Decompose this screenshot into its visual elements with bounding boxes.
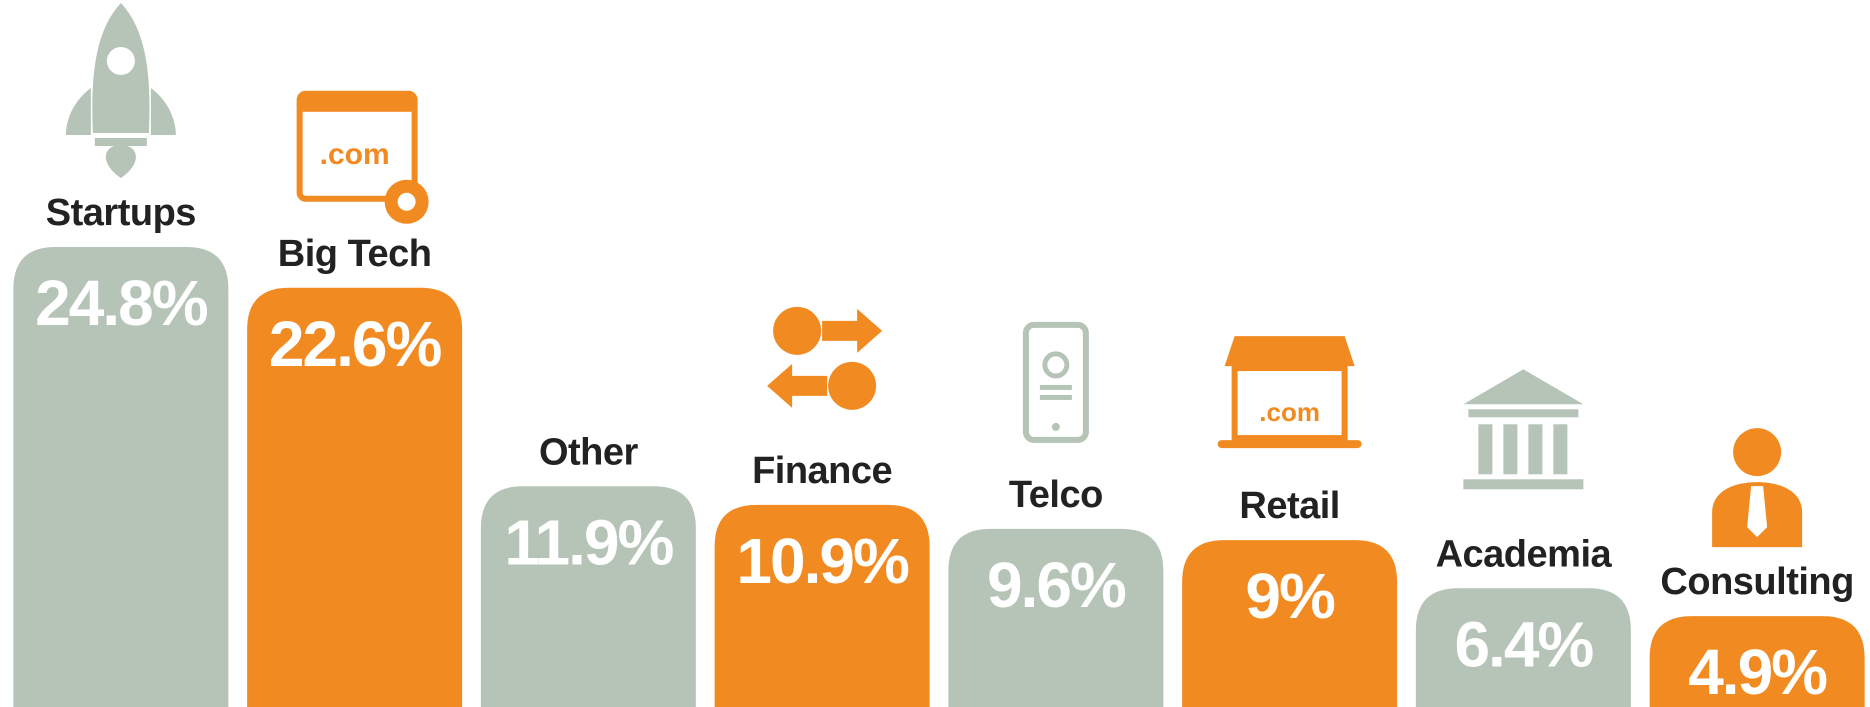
icon-part <box>1231 365 1348 442</box>
icon-part <box>1553 424 1568 475</box>
bar <box>13 247 229 707</box>
icon-part <box>1468 409 1579 418</box>
category-label: Retail <box>1239 485 1339 527</box>
icon-part <box>1463 479 1584 490</box>
icon-part: .com <box>1259 397 1320 427</box>
icon-part <box>1042 351 1070 379</box>
icon-part <box>773 306 822 355</box>
icon-part <box>1051 422 1060 431</box>
icon-part <box>1039 384 1072 390</box>
value-label: 9.6% <box>987 549 1126 621</box>
icon-part <box>828 361 877 410</box>
icon: .com <box>1217 336 1362 449</box>
value-label: 4.9% <box>1688 636 1827 707</box>
icon-part <box>1747 486 1768 538</box>
icon-part <box>1528 424 1543 475</box>
value-label: 9% <box>1245 560 1335 632</box>
icon <box>767 306 883 410</box>
category-label: Big Tech <box>278 233 432 275</box>
icon-part <box>1224 336 1355 367</box>
icon: .com <box>296 90 429 224</box>
category-label: Startups <box>46 192 196 234</box>
icon-part <box>1463 369 1584 405</box>
icon <box>1712 428 1803 548</box>
icon-part <box>1217 440 1362 449</box>
category-label: Telco <box>1009 474 1103 516</box>
icon-part <box>94 138 147 146</box>
category-label: Academia <box>1436 533 1613 575</box>
icon-part <box>1022 321 1089 443</box>
category-label: Other <box>539 431 639 473</box>
icon-part <box>299 93 415 112</box>
bar <box>1649 616 1865 707</box>
icon <box>1463 369 1584 490</box>
bar <box>714 504 930 707</box>
icon-part <box>106 47 135 75</box>
bar <box>1182 540 1398 707</box>
category-label: Finance <box>752 450 892 492</box>
value-label: 24.8% <box>35 267 208 339</box>
bar <box>247 287 463 707</box>
icon-part <box>1503 424 1518 475</box>
category-label: Consulting <box>1660 561 1853 603</box>
bar <box>948 528 1164 707</box>
icon-part <box>822 308 883 353</box>
value-label: 10.9% <box>736 525 909 597</box>
value-label: 11.9% <box>504 506 673 578</box>
bar <box>480 486 696 707</box>
icon-part: .com <box>320 138 390 171</box>
value-label: 6.4% <box>1454 608 1593 680</box>
value-label: 22.6% <box>269 308 442 380</box>
icon-part <box>767 363 828 408</box>
icon-part <box>1478 424 1493 475</box>
icon-part <box>105 145 136 178</box>
icon-part <box>397 192 416 211</box>
bar <box>1415 588 1631 707</box>
icon <box>1022 321 1089 443</box>
icon-part <box>1733 428 1782 477</box>
icon-part <box>65 88 176 135</box>
icon-part <box>1039 394 1072 400</box>
icon <box>65 3 176 178</box>
